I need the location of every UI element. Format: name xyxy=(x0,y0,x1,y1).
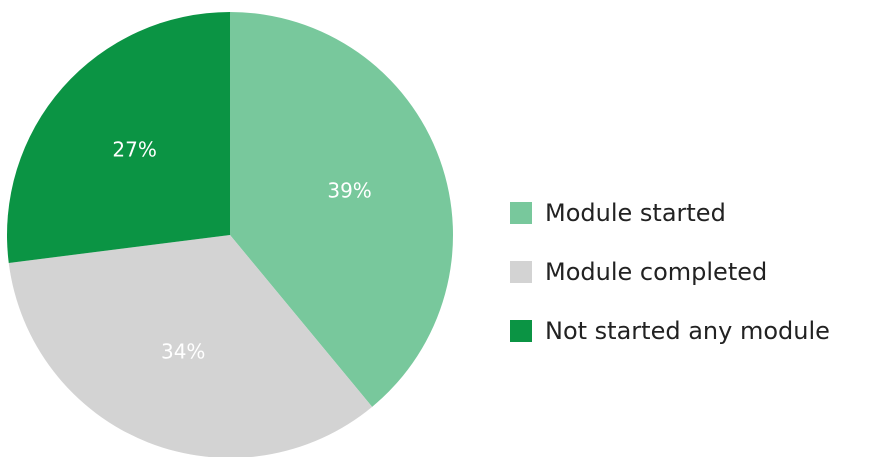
legend-swatch-module-completed xyxy=(510,261,532,283)
legend: Module started Module completed Not starte… xyxy=(510,199,830,345)
pie-slice-labels: 39% 34% 27% xyxy=(112,137,371,363)
pie-slice-not-started-any-module xyxy=(6,12,230,263)
legend-label-module-completed: Module completed xyxy=(545,258,767,286)
pie-slice-module-started xyxy=(230,12,454,407)
pie-slices xyxy=(6,12,454,457)
legend-swatch-not-started-any-module xyxy=(510,320,532,342)
slice-label-module-started: 39% xyxy=(327,178,371,202)
slice-label-module-completed: 34% xyxy=(161,340,205,364)
legend-swatch-module-started xyxy=(510,202,532,224)
legend-label-module-started: Module started xyxy=(545,199,726,227)
slice-label-not-started-any-module: 27% xyxy=(112,137,156,161)
legend-label-not-started-any-module: Not started any module xyxy=(545,317,830,345)
pie-slice-module-completed xyxy=(8,235,373,457)
